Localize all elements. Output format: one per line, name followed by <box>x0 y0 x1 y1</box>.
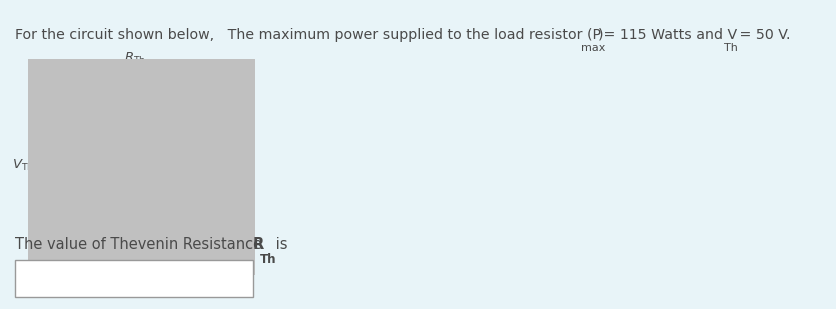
Text: $V_{\rm Th}$: $V_{\rm Th}$ <box>12 158 33 173</box>
Text: is: is <box>272 237 288 252</box>
Text: $R_L$: $R_L$ <box>240 142 256 157</box>
Text: The value of Thevenin Resistance: The value of Thevenin Resistance <box>15 237 267 252</box>
Text: )= 115 Watts and V: )= 115 Watts and V <box>598 28 737 42</box>
Text: max: max <box>581 43 606 53</box>
Text: $I_L$: $I_L$ <box>234 98 244 112</box>
Text: = 50 V.: = 50 V. <box>735 28 790 42</box>
Text: For the circuit shown below,   The maximum power supplied to the load resistor (: For the circuit shown below, The maximum… <box>15 28 601 42</box>
Text: Th: Th <box>724 43 737 53</box>
Ellipse shape <box>45 157 97 180</box>
Text: −: − <box>65 167 77 181</box>
Text: a: a <box>228 58 237 71</box>
Circle shape <box>212 252 226 257</box>
Text: b: b <box>220 269 228 281</box>
Text: +: + <box>66 158 76 171</box>
Text: Th: Th <box>260 253 276 266</box>
Circle shape <box>212 79 226 84</box>
Text: $R_{\rm Th}$: $R_{\rm Th}$ <box>125 51 146 66</box>
Text: R: R <box>252 237 264 252</box>
